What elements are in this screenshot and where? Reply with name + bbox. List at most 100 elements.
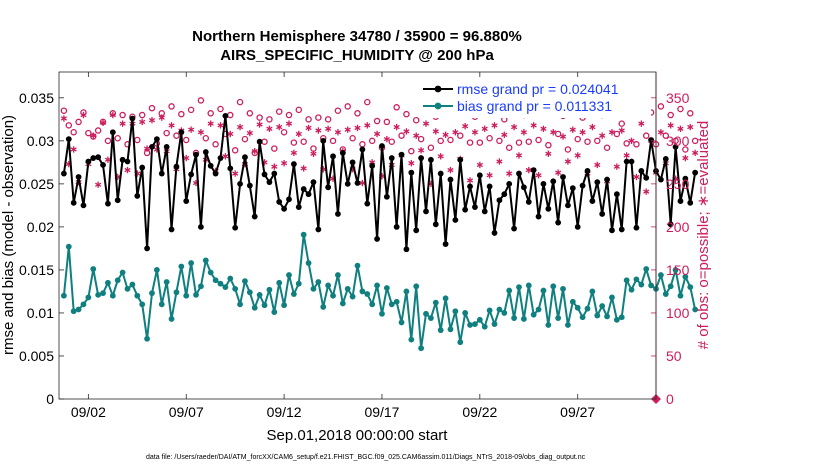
bias-point [638, 281, 645, 288]
rmse-point [281, 205, 287, 212]
obs-evaluated-point [452, 129, 459, 136]
bias-point [232, 285, 239, 292]
obs-possible-point [236, 98, 244, 106]
obs-evaluated-point [501, 131, 508, 139]
obs-possible-point [476, 139, 484, 146]
obs-evaluated-stroke [442, 132, 449, 137]
x-axis-label: Sep.01,2018 00:00:00 start [267, 427, 449, 444]
obs-evaluated-stroke [109, 112, 116, 118]
obs-possible-point [393, 104, 400, 111]
obs-evaluated-point [217, 122, 224, 129]
obs-evaluated-stroke [315, 128, 322, 133]
obs-possible-point [182, 136, 190, 144]
rmse-point [486, 183, 493, 190]
obs-evaluated-point [70, 146, 77, 153]
obs-possible-point [662, 132, 670, 139]
y-tick-label-left: 0.015 [19, 262, 54, 278]
rmse-point [198, 223, 204, 230]
obs-evaluated-point [305, 124, 312, 132]
obs-evaluated-stroke [359, 180, 366, 186]
y-axis-label-right: # of obs: o=possible; ∗=evaluated [695, 121, 712, 350]
rmse-point [687, 199, 694, 206]
y-tick-label-right: 50 [666, 348, 682, 364]
obs-evaluated-point [60, 115, 67, 122]
rmse-point [506, 180, 513, 187]
bias-point [237, 301, 243, 308]
obs-evaluated-point [290, 149, 297, 157]
rmse-point [501, 191, 508, 198]
bias-point [129, 281, 136, 288]
bias-point [672, 267, 679, 273]
legend: rmse grand pr = 0.024041 bias grand pr =… [421, 80, 651, 118]
bias-point [134, 292, 141, 299]
rmse-point [335, 211, 341, 217]
rmse-point [85, 158, 92, 165]
rmse-point [305, 191, 312, 198]
obs-evaluated-point [334, 129, 342, 136]
obs-possible-point [657, 103, 665, 110]
bias-point [594, 312, 601, 319]
plot-frame [58, 71, 657, 400]
bias-point [569, 298, 576, 305]
bias-point [60, 292, 67, 299]
obs-evaluated-stroke [466, 178, 474, 183]
rmse-point [202, 149, 209, 155]
rmse-point [692, 169, 699, 176]
rmse-point [516, 170, 522, 177]
bias-point [388, 301, 395, 308]
bias-point [95, 291, 102, 298]
obs-evaluated-point [476, 161, 483, 169]
bias-point [330, 292, 336, 299]
rmse-point [310, 179, 317, 186]
obs-evaluated-stroke [295, 131, 302, 137]
bias-point [276, 279, 283, 286]
bias-point [413, 283, 420, 290]
bias-point [442, 295, 449, 302]
obs-possible-point [315, 114, 322, 121]
obs-evaluated-point [574, 152, 581, 159]
rmse-point [256, 138, 263, 145]
obs-evaluated-stroke [692, 150, 699, 156]
obs-possible-point [60, 107, 68, 114]
rmse-point [447, 176, 454, 183]
bias-point [305, 260, 312, 266]
bias-point [295, 280, 302, 287]
bias-point [643, 266, 650, 272]
rmse-point [584, 168, 591, 174]
y-tick-label-right: 250 [666, 176, 690, 192]
rmse-point [472, 204, 478, 211]
obs-evaluated-stroke [344, 127, 351, 132]
bias-point [149, 290, 155, 297]
obs-evaluated-stroke [236, 124, 244, 130]
obs-possible-point [217, 105, 224, 113]
obs-evaluated-point [143, 145, 151, 152]
obs-possible-point [349, 135, 356, 142]
obs-possible-point [119, 111, 126, 119]
bias-point [496, 306, 503, 313]
bias-point [139, 301, 146, 308]
rmse-point [300, 186, 307, 192]
rmse-point [550, 178, 557, 185]
obs-possible-point [486, 135, 493, 142]
obs-evaluated-stroke [462, 124, 469, 129]
obs-evaluated-stroke [143, 146, 151, 151]
obs-possible-point [408, 147, 415, 155]
obs-possible-point [212, 141, 219, 148]
obs-possible-point [246, 110, 254, 117]
rmse-point [119, 156, 126, 163]
obs-evaluated-point [359, 179, 366, 187]
obs-possible-point [505, 144, 513, 151]
obs-evaluated-point [628, 137, 635, 145]
obs-evaluated-stroke [491, 123, 498, 128]
bias-point [281, 302, 287, 309]
obs-possible-point [202, 135, 210, 142]
bias-line [62, 233, 697, 350]
bias-point [325, 282, 332, 289]
bias-point [452, 308, 459, 315]
obs-evaluated-stroke [217, 123, 224, 128]
obs-evaluated-point [236, 123, 244, 131]
obs-possible-point [197, 97, 205, 104]
obs-evaluated-point [432, 128, 439, 135]
obs-possible-point [584, 138, 591, 145]
bias-point [476, 316, 483, 323]
